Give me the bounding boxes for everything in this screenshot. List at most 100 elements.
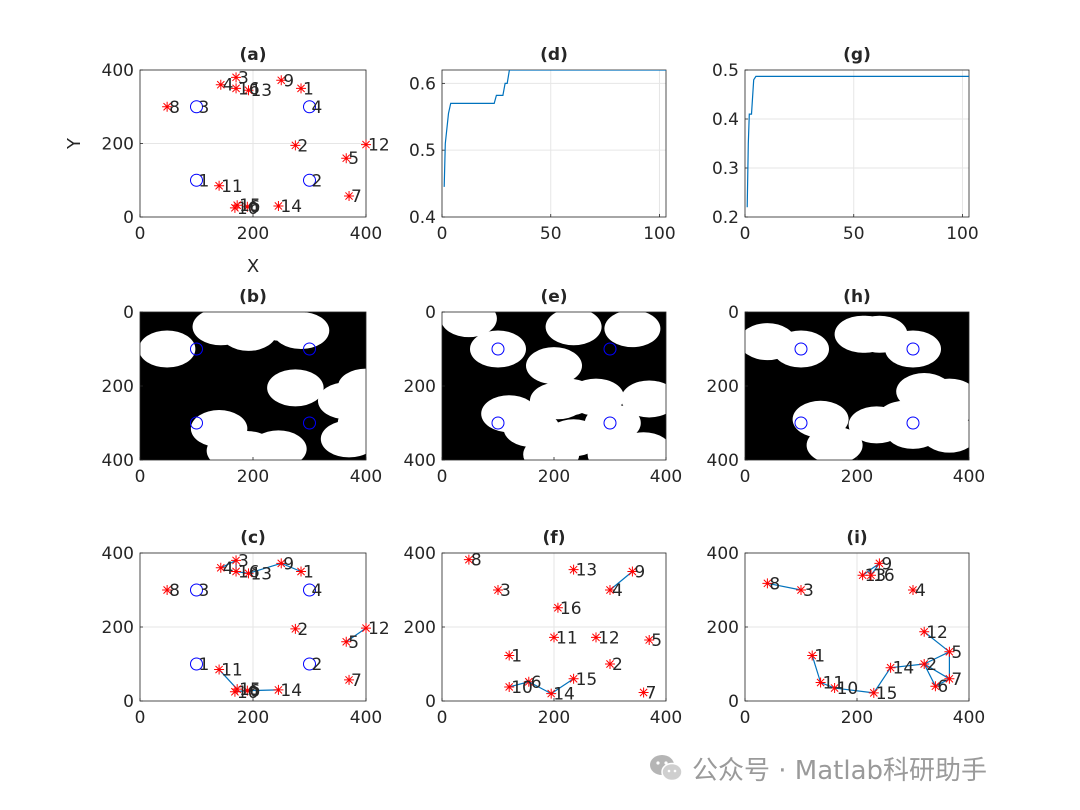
mask-disk (545, 312, 602, 346)
x-tick-label: 200 (237, 224, 269, 244)
star-label: 14 (893, 659, 915, 679)
x-tick-label: 200 (841, 708, 873, 728)
chart-panel-g: 0 50 100 0.2 0.3 0.4 0.5 (g) (712, 45, 979, 244)
star-marker (493, 585, 503, 595)
star-marker (591, 632, 601, 643)
x-tick-label: 200 (237, 467, 269, 487)
x-ticks: 0 200 400 (135, 457, 382, 487)
star-label: 7 (351, 671, 362, 691)
y-tick-label: 200 (102, 135, 134, 155)
chart-title: (i) (846, 528, 867, 548)
star-marker (296, 566, 307, 577)
axes-frame (744, 69, 970, 218)
route-edge (767, 582, 802, 591)
star-label: 16 (560, 599, 582, 619)
x-tick-label: 100 (643, 224, 675, 244)
star-marker (546, 688, 557, 699)
star-marker (231, 83, 242, 94)
x-tick-label: 200 (841, 467, 873, 487)
star-marker (944, 673, 955, 684)
star-label: 16 (238, 563, 260, 583)
circle-marker (491, 342, 505, 356)
chart-title: (d) (540, 45, 568, 65)
route-edge (935, 678, 950, 687)
mask-disk (621, 380, 666, 418)
x-tick-label: 0 (740, 708, 751, 728)
star-marker (242, 685, 253, 696)
star-marker (242, 201, 253, 212)
route-edge (345, 627, 367, 643)
y-tick-label: 200 (102, 377, 134, 397)
y-tick-label: 200 (102, 618, 134, 638)
star-label: 3 (803, 581, 814, 601)
star-label: 8 (169, 98, 180, 118)
route-edge (528, 681, 552, 695)
mask-disk (140, 330, 196, 368)
circle-marker (303, 342, 316, 356)
star-label: 10 (237, 683, 259, 703)
star-marker (868, 687, 879, 698)
star-label: 8 (471, 551, 482, 571)
star-label: 3 (500, 581, 511, 601)
y-tick-label: 0 (728, 303, 739, 323)
x-tick-label: 50 (843, 224, 865, 244)
star-marker (232, 684, 243, 695)
star-label: 14 (553, 685, 575, 705)
mask-disk (806, 426, 863, 460)
star-label: 1 (303, 563, 314, 583)
x-ticks: 0 200 400 (135, 214, 382, 244)
plot-area (442, 70, 666, 217)
star-marker (919, 626, 930, 637)
star-marker (605, 585, 615, 595)
x-ticks: 0 200 400 (437, 698, 682, 728)
star-label: 12 (368, 619, 390, 639)
star-label: 7 (646, 683, 657, 703)
star-label: 1 (303, 79, 314, 99)
series-line (746, 75, 969, 208)
star-label: 13 (250, 564, 272, 584)
x-tick-label: 0 (135, 708, 146, 728)
y-tick-label: 0 (425, 692, 436, 712)
plot-content (746, 75, 969, 208)
route-edge (923, 631, 950, 653)
star-label: 15 (239, 680, 261, 700)
chart-title: (f) (543, 528, 566, 548)
star-marker (885, 662, 896, 673)
circle-marker (190, 416, 203, 430)
star-marker (908, 585, 918, 595)
circle-marker (491, 416, 505, 430)
x-tick-label: 0 (740, 224, 751, 244)
star-marker (627, 566, 638, 577)
x-tick-label: 0 (135, 224, 146, 244)
star-label: 6 (249, 198, 260, 218)
mask-disk (337, 404, 366, 442)
x-axis-label: X (247, 256, 259, 277)
star-label: 9 (881, 554, 892, 574)
circle-label: 1 (199, 655, 210, 675)
star-marker (944, 646, 955, 657)
star-marker (273, 684, 284, 695)
circle-label: 1 (199, 171, 210, 191)
circle-marker (303, 657, 316, 671)
star-label: 4 (223, 559, 234, 579)
star-marker (215, 562, 226, 573)
star-label: 13 (576, 561, 598, 581)
star-label: 2 (297, 136, 308, 156)
star-label: 6 (249, 682, 260, 702)
star-marker (504, 681, 515, 692)
star-marker (549, 632, 559, 643)
y-tick-label: 400 (102, 451, 134, 471)
star-marker (361, 139, 371, 150)
route-edge (811, 655, 822, 683)
star-marker (829, 683, 840, 694)
star-marker (290, 623, 301, 634)
star-marker (857, 570, 868, 581)
circle-label: 3 (199, 581, 210, 601)
plot-content (443, 70, 666, 187)
star-marker (276, 558, 287, 569)
y-ticks: 0 200 400 (707, 303, 748, 471)
